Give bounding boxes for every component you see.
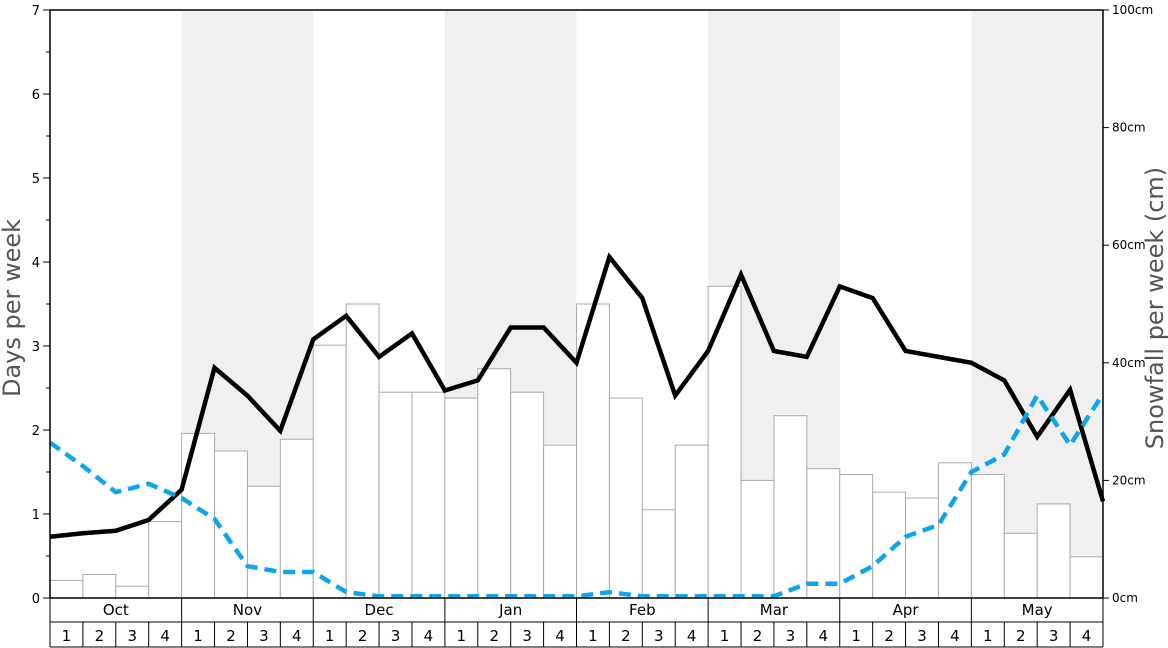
snowfall-bar-13 [444, 397, 479, 599]
y-right-tick-label: 40cm [1112, 356, 1146, 370]
month-label-mar: Mar [760, 601, 789, 619]
month-label-oct: Oct [103, 601, 129, 619]
month-label-nov: Nov [233, 601, 262, 619]
snowfall-bar-24 [806, 468, 841, 599]
snowfall-bar-1 [49, 579, 84, 599]
week-label: 2 [621, 627, 631, 645]
week-label: 2 [1016, 627, 1026, 645]
week-label: 4 [687, 627, 697, 645]
snowfall-bar-11 [378, 391, 413, 599]
snowfall-bar-27 [905, 497, 939, 599]
y-right-tick-label: 20cm [1112, 473, 1146, 487]
snowfall-bar-16 [543, 444, 577, 599]
y-left-tick-label: 1 [32, 508, 40, 523]
week-label: 3 [127, 627, 137, 645]
snowfall-bar-20 [674, 444, 709, 599]
month-label-may: May [1022, 601, 1053, 619]
week-label: 1 [193, 627, 203, 645]
week-label: 1 [983, 627, 993, 645]
y-left-tick-label: 7 [32, 4, 40, 19]
week-label: 4 [160, 627, 170, 645]
y-left-tick-label: 5 [32, 172, 40, 187]
snowfall-bar-12 [411, 391, 446, 599]
week-label: 4 [950, 627, 960, 645]
snowfall-bar-5 [181, 432, 216, 599]
snowfall-bar-21 [707, 285, 742, 599]
week-label: 3 [654, 627, 664, 645]
week-label: 2 [95, 627, 105, 645]
snowfall-bar-3 [115, 585, 150, 599]
snowfall-bar-9 [312, 344, 347, 599]
week-label: 3 [391, 627, 401, 645]
week-label: 3 [1049, 627, 1059, 645]
y-right-axis-title: Snowfall per week (cm) [1141, 167, 1168, 449]
solid-black-line [49, 252, 1106, 539]
week-label: 1 [851, 627, 861, 645]
y-right-tick-label: 80cm [1112, 121, 1146, 135]
snowfall-bar-22 [740, 479, 775, 599]
snowfall-bar-32 [1069, 556, 1104, 599]
week-label: 2 [489, 627, 499, 645]
week-label: 1 [457, 627, 467, 645]
week-label: 3 [786, 627, 796, 645]
week-label: 2 [884, 627, 894, 645]
week-label: 2 [753, 627, 763, 645]
y-left-tick-label: 4 [32, 256, 40, 271]
week-label: 1 [588, 627, 598, 645]
y-left-tick-label: 3 [32, 340, 40, 355]
snowfall-bar-15 [510, 391, 545, 599]
week-label: 4 [292, 627, 302, 645]
week-label: 1 [325, 627, 335, 645]
snowfall-bar-26 [872, 491, 907, 599]
week-label: 3 [917, 627, 927, 645]
dashed-blue-line [48, 391, 1105, 599]
y-right-tick-label: 100cm [1112, 3, 1153, 17]
week-label: 3 [522, 627, 532, 645]
week-label: 4 [1082, 627, 1092, 645]
month-label-dec: Dec [365, 601, 394, 619]
month-label-apr: Apr [893, 601, 920, 619]
week-label: 1 [720, 627, 730, 645]
week-label: 1 [62, 627, 72, 645]
week-label: 3 [259, 627, 269, 645]
y-left-tick-label: 2 [32, 424, 40, 439]
snowfall-bar-2 [82, 573, 117, 599]
month-label-jan: Jan [498, 601, 522, 619]
snowfall-bar-23 [773, 415, 808, 599]
snowfall-bar-19 [641, 509, 676, 599]
y-right-tick-label: 0cm [1112, 591, 1138, 605]
week-label: 4 [819, 627, 829, 645]
week-label: 2 [226, 627, 236, 645]
snowfall-bar-4 [148, 521, 183, 599]
y-right-tick-label: 60cm [1112, 238, 1146, 252]
snowfall-bar-31 [1036, 503, 1071, 599]
snowfall-bar-30 [1003, 532, 1038, 599]
snowfall-bar-18 [608, 397, 643, 599]
y-left-axis-title: Days per week [0, 219, 26, 397]
month-label-feb: Feb [629, 601, 656, 619]
y-left-tick-label: 0 [32, 592, 40, 607]
snowfall-bar-14 [477, 368, 512, 599]
week-label: 4 [424, 627, 434, 645]
week-label: 4 [555, 627, 565, 645]
week-label: 2 [358, 627, 368, 645]
snowfall-bar-29 [970, 474, 1005, 599]
y-left-tick-label: 6 [32, 88, 40, 103]
snowfall-bar-7 [246, 485, 281, 599]
